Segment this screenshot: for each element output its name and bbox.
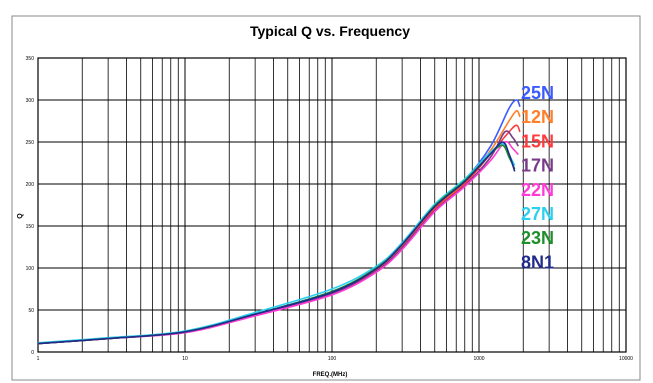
legend-entry-17n: 17N — [521, 156, 554, 176]
series-line-8n1 — [37, 141, 516, 345]
y-tick-label: 200 — [26, 182, 35, 188]
legend-entry-25n: 25N — [521, 83, 554, 103]
legend-entry-23n: 23N — [521, 228, 554, 248]
legend-entry-15n: 15N — [521, 131, 554, 151]
y-axis-label: Q — [17, 213, 24, 219]
chart-title: Typical Q vs. Frequency — [250, 23, 410, 39]
x-tick-label: 10 — [182, 356, 188, 362]
gridlines — [37, 57, 627, 353]
series-line-22n — [37, 140, 519, 345]
y-tick-label: 250 — [26, 140, 35, 146]
y-tick-label: 350 — [26, 56, 35, 62]
series-line-27n — [37, 142, 516, 344]
chart-frame — [11, 15, 641, 381]
x-tick-label: 1000 — [473, 356, 484, 362]
x-tick-label: 10000 — [619, 356, 633, 362]
legend-entry-22n: 22N — [521, 180, 554, 200]
legend-entry-12n: 12N — [521, 107, 554, 127]
y-tick-label: 100 — [26, 266, 35, 272]
series-lines — [37, 99, 521, 345]
y-tick-label: 50 — [28, 308, 34, 314]
x-tick-label: 100 — [328, 356, 337, 362]
x-tick-label: 1 — [37, 356, 40, 362]
y-tick-label: 300 — [26, 98, 35, 104]
x-axis-label: FREQ.(MHz) — [313, 372, 348, 378]
legend: 25N 12N 15N 17N 22N 27N 23N 8N1 — [521, 83, 554, 272]
legend-entry-27n: 27N — [521, 204, 554, 224]
y-tick-label: 0 — [31, 350, 34, 356]
legend-entry-8n1: 8N1 — [521, 252, 554, 272]
tick-labels: 0 50 100 150 200 250 300 350 1 10 100 1000 10000 — [26, 56, 634, 362]
y-tick-label: 150 — [26, 224, 35, 230]
